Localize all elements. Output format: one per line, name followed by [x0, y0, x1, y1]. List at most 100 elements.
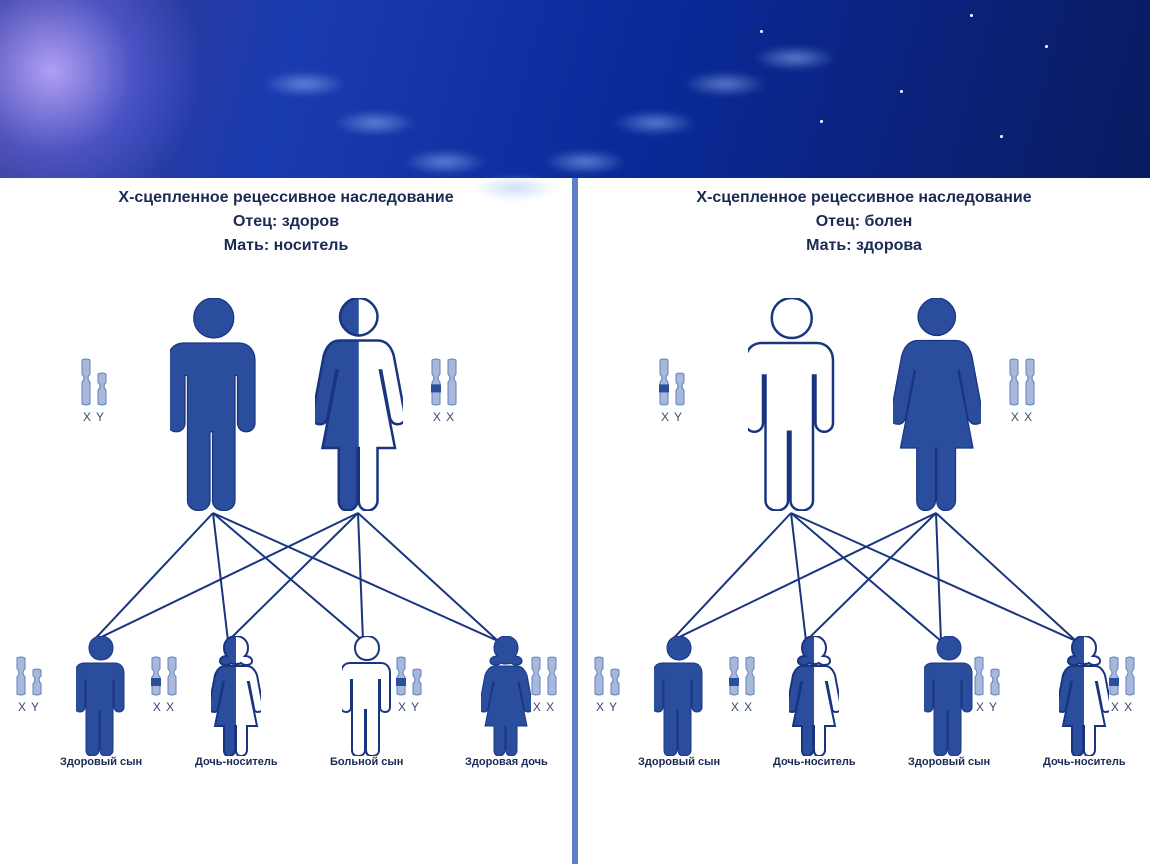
chromosome-label: X X — [153, 700, 175, 714]
child-figure: Здоровый сын — [638, 636, 720, 768]
chromosome-icon — [728, 656, 740, 696]
chromosome-row — [728, 656, 756, 696]
speck-icon — [1000, 135, 1003, 138]
parent-figure — [893, 298, 981, 511]
chromosome-pair: X X — [728, 656, 756, 714]
chromosome-icon — [430, 358, 442, 406]
parent-figure — [748, 298, 836, 511]
inheritance-panel-left: Х-сцепленное рецессивное наследование От… — [0, 178, 572, 864]
chromosome-icon — [395, 656, 407, 696]
father-status: Отец: болен — [588, 210, 1140, 234]
man-icon — [748, 298, 836, 511]
chromosome-icon — [411, 668, 423, 696]
chromosome-pair: X X — [1008, 358, 1036, 424]
chromosome-row — [1008, 358, 1036, 406]
mother-status: Мать: носитель — [10, 234, 562, 258]
speck-icon — [760, 30, 763, 33]
chromosome-pair: X Y — [15, 656, 43, 714]
header-banner — [0, 0, 1150, 178]
parent-figure — [170, 298, 258, 511]
chromosome-icon — [609, 668, 621, 696]
child-figure: Здоровый сын — [60, 636, 142, 768]
chromosome-icon — [989, 668, 1001, 696]
chromosome-label: X Y — [398, 700, 420, 714]
chromosome-icon — [744, 656, 756, 696]
chromosome-label: X X — [731, 700, 753, 714]
chromosome-label: X Y — [976, 700, 998, 714]
speck-icon — [900, 90, 903, 93]
chromosome-label: X Y — [596, 700, 618, 714]
girl-icon — [481, 636, 531, 756]
girl-icon — [211, 636, 261, 756]
boy-icon — [76, 636, 126, 756]
chromosome-pair: X X — [1108, 656, 1136, 714]
father-status: Отец: здоров — [10, 210, 562, 234]
speck-icon — [820, 120, 823, 123]
chromosome-icon — [674, 372, 686, 406]
chromosome-icon — [546, 656, 558, 696]
chromosome-pair: X X — [430, 358, 458, 424]
panel-titles: Х-сцепленное рецессивное наследование От… — [588, 186, 1140, 258]
chromosome-icon — [593, 656, 605, 696]
chromosome-row — [150, 656, 178, 696]
child-label: Дочь-носитель — [195, 756, 278, 768]
chromosome-label: X X — [1011, 410, 1033, 424]
chromosome-label: X Y — [18, 700, 40, 714]
chromosome-row — [973, 656, 1001, 696]
chromosome-pair: X X — [150, 656, 178, 714]
chromosome-row — [658, 358, 686, 406]
girl-icon — [1059, 636, 1109, 756]
chromosome-row — [1108, 656, 1136, 696]
child-figure: Дочь-носитель — [773, 636, 856, 768]
chromosome-icon — [1024, 358, 1036, 406]
chromosome-row — [530, 656, 558, 696]
chromosome-label: X Y — [83, 410, 105, 424]
chromosome-pair: X Y — [593, 656, 621, 714]
chromosome-label: X X — [533, 700, 555, 714]
child-label: Здоровый сын — [60, 756, 142, 768]
panel-title: Х-сцепленное рецессивное наследование — [10, 186, 562, 210]
chromosome-label: X Y — [661, 410, 683, 424]
chromosome-icon — [658, 358, 670, 406]
chromosome-icon — [1008, 358, 1020, 406]
chromosome-icon — [15, 656, 27, 696]
mother-status: Мать: здорова — [588, 234, 1140, 258]
child-label: Больной сын — [330, 756, 403, 768]
woman-icon — [893, 298, 981, 511]
child-label: Здоровая дочь — [465, 756, 548, 768]
chromosome-row — [430, 358, 458, 406]
child-figure: Больной сын — [330, 636, 403, 768]
boy-icon — [342, 636, 392, 756]
chromosome-icon — [973, 656, 985, 696]
chromosome-row — [395, 656, 423, 696]
chromosome-icon — [530, 656, 542, 696]
girl-icon — [789, 636, 839, 756]
chromosome-pair: X Y — [395, 656, 423, 714]
chromosome-icon — [166, 656, 178, 696]
speck-icon — [970, 14, 973, 17]
boy-icon — [654, 636, 704, 756]
chromosome-pair: X Y — [658, 358, 686, 424]
child-label: Дочь-носитель — [1043, 756, 1126, 768]
chromosome-label: X X — [1111, 700, 1133, 714]
speck-icon — [1045, 45, 1048, 48]
child-label: Дочь-носитель — [773, 756, 856, 768]
chromosome-pair: X X — [530, 656, 558, 714]
child-label: Здоровый сын — [638, 756, 720, 768]
diagram-content: Х-сцепленное рецессивное наследование От… — [0, 178, 1150, 864]
chromosome-pair: X Y — [973, 656, 1001, 714]
chromosome-icon — [1108, 656, 1120, 696]
chromosome-row — [593, 656, 621, 696]
chromosome-pair: X Y — [80, 358, 108, 424]
boy-icon — [924, 636, 974, 756]
woman-icon — [315, 298, 403, 511]
chromosome-label: X X — [433, 410, 455, 424]
chromosome-icon — [150, 656, 162, 696]
man-icon — [170, 298, 258, 511]
chromosome-icon — [31, 668, 43, 696]
chromosome-icon — [446, 358, 458, 406]
parent-figure — [315, 298, 403, 511]
child-label: Здоровый сын — [908, 756, 990, 768]
child-figure: Дочь-носитель — [195, 636, 278, 768]
chromosome-row — [80, 358, 108, 406]
